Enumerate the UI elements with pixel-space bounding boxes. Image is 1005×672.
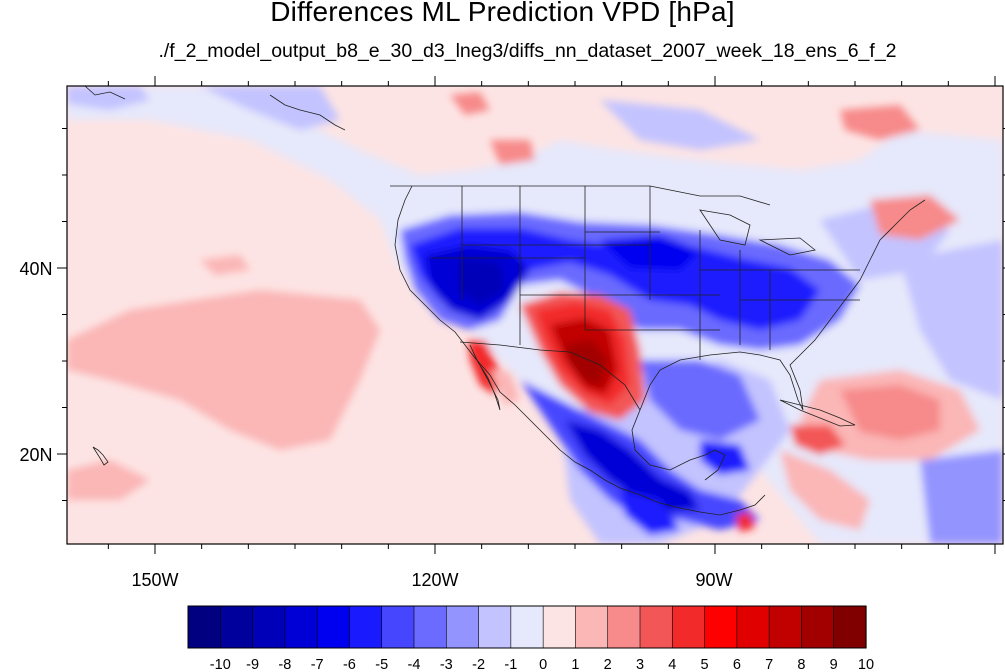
colorbar-label: 2: [604, 657, 612, 672]
map-subtitle: ./f_2_model_output_b8_e_30_d3_lneg3/diff…: [158, 40, 897, 62]
colorbar-swatch: [478, 605, 512, 649]
colorbar-swatch: [607, 605, 641, 649]
colorbar-swatch: [219, 605, 254, 649]
lon-label-150w: 150W: [131, 570, 178, 590]
colorbar-swatch: [704, 605, 738, 649]
colorbar-swatch: [510, 605, 544, 649]
colorbar-label: 4: [668, 657, 676, 672]
colorbar: -10 -9 -8 -7 -6 -5 -4 -3 -2 -1 0 1 2 3 4 5 6 7 8 9 10: [187, 605, 874, 672]
colorbar-label: 1: [571, 657, 579, 672]
colorbar-label: -8: [278, 657, 291, 672]
colorbar-label: 0: [539, 657, 547, 672]
colorbar-swatch: [381, 605, 415, 649]
vpd-difference-field: [67, 86, 1003, 544]
colorbar-label: 6: [733, 657, 741, 672]
colorbar-label: 8: [797, 657, 805, 672]
colorbar-swatch: [542, 605, 577, 649]
colorbar-label: 5: [701, 657, 709, 672]
lon-label-90w: 90W: [695, 570, 732, 590]
colorbar-label: -9: [246, 657, 259, 672]
axis-ticks: [57, 76, 1005, 554]
colorbar-swatch: [316, 605, 351, 649]
colorbar-frame: [187, 605, 867, 649]
colorbar-label: -2: [472, 657, 485, 672]
colorbar-label: 3: [636, 657, 644, 672]
colorbar-swatch: [768, 605, 803, 649]
colorbar-swatch: [413, 605, 447, 649]
colorbar-label: 9: [830, 657, 838, 672]
colorbar-label: -5: [375, 657, 388, 672]
map-title: Differences ML Prediction VPD [hPa]: [270, 0, 735, 27]
colorbar-swatch: [445, 605, 480, 649]
lat-label-20n: 20N: [19, 445, 52, 465]
colorbar-label: -3: [440, 657, 453, 672]
colorbar-swatch: [736, 605, 770, 649]
colorbar-swatch: [639, 605, 673, 649]
colorbar-label: -10: [210, 657, 231, 672]
colorbar-label: -1: [504, 657, 517, 672]
colorbar-label: -7: [311, 657, 324, 672]
colorbar-label: -4: [408, 657, 421, 672]
colorbar-swatch: [833, 605, 867, 649]
colorbar-swatch: [801, 605, 835, 649]
colorbar-label: 10: [858, 657, 874, 672]
field-patches: [67, 86, 1003, 544]
colorbar-swatch: [284, 605, 318, 649]
colorbar-swatch: [671, 605, 706, 649]
colorbar-swatch: [187, 605, 221, 649]
colorbar-swatch: [252, 605, 286, 649]
coastlines-and-borders: [84, 86, 926, 516]
lon-label-120w: 120W: [411, 570, 458, 590]
colorbar-swatch: [349, 605, 383, 649]
colorbar-label: -6: [343, 657, 356, 672]
colorbar-swatch: [575, 605, 609, 649]
colorbar-label: 7: [765, 657, 773, 672]
lat-label-40n: 40N: [19, 259, 52, 279]
